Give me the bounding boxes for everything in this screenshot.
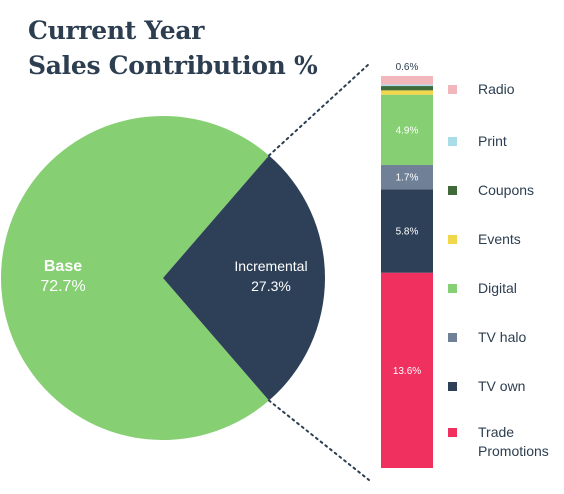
bar-segment-events xyxy=(381,90,433,95)
pie-slice-incremental xyxy=(163,155,326,401)
chart-title-line-2: Sales Contribution % xyxy=(28,51,318,80)
pie-value-incremental: 27.3% xyxy=(251,278,291,294)
bar-segment-trade-promotions xyxy=(381,272,433,468)
legend-swatch xyxy=(448,382,457,391)
bar-segment-tv-halo xyxy=(381,165,433,190)
bar-segment-tv-own xyxy=(381,189,433,273)
legend-swatch xyxy=(448,428,457,437)
pie-label-incremental: Incremental xyxy=(234,258,307,274)
legend-swatch xyxy=(448,85,457,94)
legend-item-print: Print xyxy=(448,132,564,151)
legend-item-tv-halo: TV halo xyxy=(448,328,564,347)
bar-segment-coupons xyxy=(381,86,433,91)
bar-label-tv-own: 5.8% xyxy=(396,227,419,238)
chart-title-line-1: Current Year xyxy=(28,16,205,45)
connector-line-bottom xyxy=(267,399,370,481)
pie-chart: Base 72.7% Incremental 27.3% xyxy=(1,115,326,440)
pie-value-base: 72.7% xyxy=(40,278,85,295)
legend-item-coupons: Coupons xyxy=(448,181,564,200)
legend-label: Radio xyxy=(478,81,515,97)
bar-segment-radio xyxy=(381,76,433,85)
legend-label: Digital xyxy=(478,280,517,296)
legend-item-radio: Radio xyxy=(448,80,564,99)
legend-item-digital: Digital xyxy=(448,279,564,298)
legend-swatch xyxy=(448,137,457,146)
bar-segment-print xyxy=(381,84,433,87)
bar-label-trade-promotions: 13.6% xyxy=(393,366,421,377)
bar-label-radio: 0.6% xyxy=(396,62,419,73)
legend-label: TV halo xyxy=(478,329,527,345)
legend-label: Print xyxy=(478,133,507,149)
legend-item-tv-own: TV own xyxy=(448,377,564,396)
legend-label: Coupons xyxy=(478,182,535,198)
legend-swatch xyxy=(448,284,457,293)
legend-item-trade-promotions: Trade Promotions xyxy=(448,423,564,461)
bar-label-tv-halo: 1.7% xyxy=(396,173,419,184)
legend-swatch xyxy=(448,186,457,195)
bar-segment-digital xyxy=(381,94,433,166)
legend-swatch xyxy=(448,333,457,342)
pie-slice-base xyxy=(1,115,269,440)
connector-line-top xyxy=(267,63,370,157)
legend-label: Events xyxy=(478,231,521,247)
stacked-bar: 13.6% 5.8% 1.7% 4.9% 0.6% xyxy=(381,62,433,468)
legend-label: Trade Promotions xyxy=(478,424,549,459)
pie-label-base: Base xyxy=(44,258,82,275)
legend-label: TV own xyxy=(478,378,526,394)
connector-lines xyxy=(267,63,370,481)
bar-label-digital: 4.9% xyxy=(396,125,419,136)
legend-swatch xyxy=(448,235,457,244)
legend-item-events: Events xyxy=(448,230,564,249)
